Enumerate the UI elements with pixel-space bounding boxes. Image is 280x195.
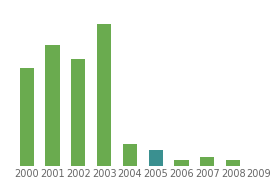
Bar (174, 160, 189, 166)
Bar (45, 45, 60, 166)
Bar (20, 68, 34, 166)
Bar (226, 160, 240, 166)
Bar (71, 59, 85, 166)
Bar (200, 157, 214, 166)
Bar (123, 144, 137, 166)
Bar (97, 24, 111, 166)
Bar (149, 150, 163, 166)
